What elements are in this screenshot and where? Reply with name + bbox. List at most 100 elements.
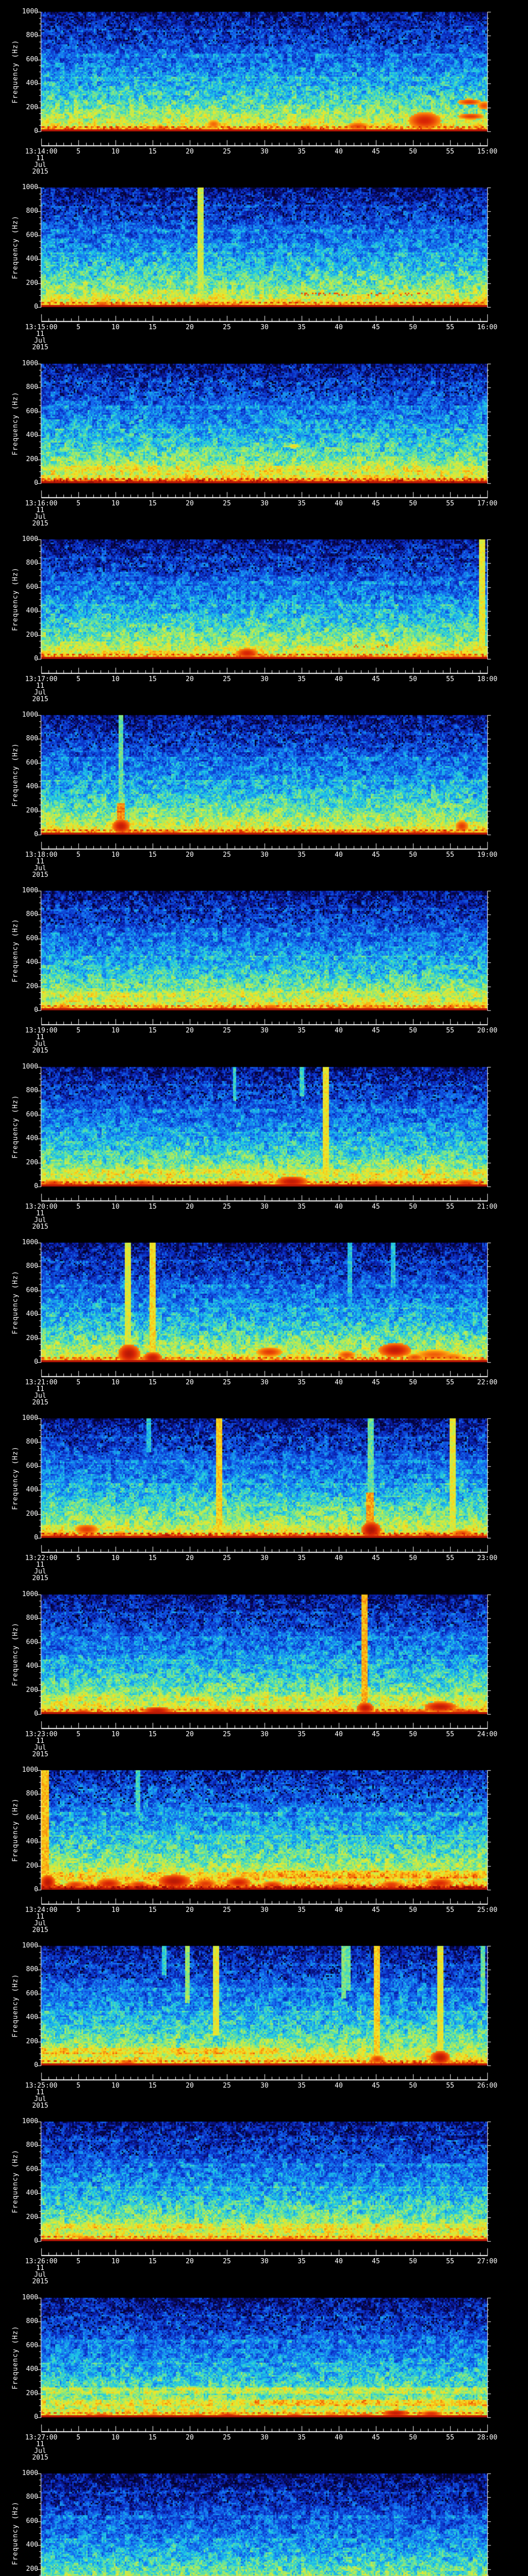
y-tick-label: 400 (26, 783, 38, 790)
y-axis-title: Frequency (Hz) (11, 2501, 20, 2565)
x-date-line: 11 (36, 1737, 44, 1745)
x-end-time-label: 16:00 (477, 324, 498, 331)
x-tick-label: 35 (298, 1379, 306, 1386)
x-date-line: 2015 (32, 520, 48, 528)
x-tick-label: 15 (148, 1906, 157, 1914)
y-axis-title: Frequency (Hz) (11, 1974, 20, 2038)
y-tick-label: 1000 (22, 8, 38, 15)
x-tick-label: 10 (111, 851, 120, 859)
x-tick-label: 50 (409, 2258, 417, 2265)
x-tick-label: 35 (298, 1027, 306, 1035)
y-tick-label: 600 (26, 2165, 38, 2173)
x-tick-label: 15 (148, 500, 157, 507)
x-date-line: 11 (36, 330, 44, 338)
x-tick-label: 15 (148, 1027, 157, 1035)
y-tick-label: 400 (26, 607, 38, 615)
y-tick-label: 1000 (22, 183, 38, 191)
x-tick-label: 45 (372, 675, 380, 683)
y-tick-label: 800 (26, 1614, 38, 1622)
y-tick-label: 200 (26, 1686, 38, 1694)
x-date-line: 2015 (32, 1399, 48, 1406)
x-tick-label: 20 (186, 148, 194, 156)
y-tick-label: 1000 (22, 2117, 38, 2125)
x-tick-label: 15 (148, 1379, 157, 1386)
x-tick-label: 10 (111, 2082, 120, 2090)
x-date-line: 2015 (32, 2278, 48, 2285)
y-tick-label: 800 (26, 2317, 38, 2325)
x-start-time-label: 13:18:00 (25, 851, 58, 859)
y-tick-label: 0 (34, 2413, 38, 2421)
y-tick-label: 800 (26, 2141, 38, 2149)
x-tick-label: 55 (446, 2258, 454, 2265)
x-date-line: 11 (36, 682, 44, 690)
x-tick-label: 30 (260, 675, 269, 683)
x-tick-label: 35 (298, 2434, 306, 2442)
y-tick-label: 600 (26, 1462, 38, 1470)
x-tick-label: 5 (76, 500, 80, 507)
x-tick-label: 20 (186, 2258, 194, 2265)
x-tick-label: 25 (223, 1554, 231, 1562)
x-tick-label: 10 (111, 148, 120, 156)
spectrogram-panel: Frequency (Hz) 0200400600800100051015202… (0, 2462, 528, 2576)
y-tick-label: 200 (26, 1862, 38, 1870)
spectrogram-image (0, 2286, 528, 2441)
x-tick-label: 50 (409, 1203, 417, 1211)
x-tick-label: 20 (186, 1554, 194, 1562)
y-tick-label: 800 (26, 1790, 38, 1798)
y-axis-title: Frequency (Hz) (11, 2326, 20, 2389)
x-start-time-label: 13:26:00 (25, 2258, 58, 2265)
spectrogram-image (0, 2110, 528, 2264)
x-tick-label: 50 (409, 1906, 417, 1914)
y-tick-label: 800 (26, 383, 38, 391)
x-tick-label: 45 (372, 324, 380, 331)
x-start-time-label: 13:15:00 (25, 324, 58, 331)
x-end-time-label: 28:00 (477, 2434, 498, 2442)
x-date-line: Jul (34, 161, 46, 169)
y-tick-label: 600 (26, 408, 38, 415)
x-tick-label: 15 (148, 2082, 157, 2090)
x-tick-label: 10 (111, 1906, 120, 1914)
y-tick-label: 1000 (22, 711, 38, 719)
x-tick-label: 35 (298, 1203, 306, 1211)
x-tick-label: 50 (409, 2082, 417, 2090)
x-start-time-label: 13:17:00 (25, 675, 58, 683)
y-axis-title: Frequency (Hz) (11, 919, 20, 982)
y-tick-label: 800 (26, 910, 38, 918)
x-date-line: Jul (34, 1744, 46, 1752)
x-tick-label: 30 (260, 2082, 269, 2090)
x-date-line: Jul (34, 513, 46, 521)
spectrogram-image (0, 2462, 528, 2576)
y-tick-label: 0 (34, 127, 38, 135)
x-tick-label: 20 (186, 2082, 194, 2090)
y-tick-label: 600 (26, 1286, 38, 1294)
x-date-line: 11 (36, 155, 44, 162)
x-tick-label: 40 (335, 2082, 343, 2090)
x-date-line: Jul (34, 1040, 46, 1048)
y-tick-label: 800 (26, 1262, 38, 1270)
x-tick-label: 25 (223, 851, 231, 859)
y-tick-label: 200 (26, 1159, 38, 1166)
x-tick-label: 20 (186, 1203, 194, 1211)
x-tick-label: 55 (446, 2082, 454, 2090)
x-tick-label: 40 (335, 324, 343, 331)
x-date-line: Jul (34, 2271, 46, 2279)
x-tick-label: 25 (223, 148, 231, 156)
x-tick-label: 45 (372, 500, 380, 507)
x-tick-label: 5 (76, 1906, 80, 1914)
x-tick-label: 25 (223, 324, 231, 331)
x-tick-label: 45 (372, 1203, 380, 1211)
spectrogram-image (0, 1583, 528, 1737)
x-tick-label: 50 (409, 675, 417, 683)
x-tick-label: 40 (335, 1379, 343, 1386)
x-tick-label: 10 (111, 675, 120, 683)
y-tick-label: 0 (34, 655, 38, 663)
y-tick-label: 1000 (22, 1590, 38, 1598)
y-tick-label: 800 (26, 1438, 38, 1446)
x-end-time-label: 25:00 (477, 1906, 498, 1914)
x-date-line: 11 (36, 1561, 44, 1569)
x-date-line: 2015 (32, 2454, 48, 2462)
x-tick-label: 45 (372, 148, 380, 156)
